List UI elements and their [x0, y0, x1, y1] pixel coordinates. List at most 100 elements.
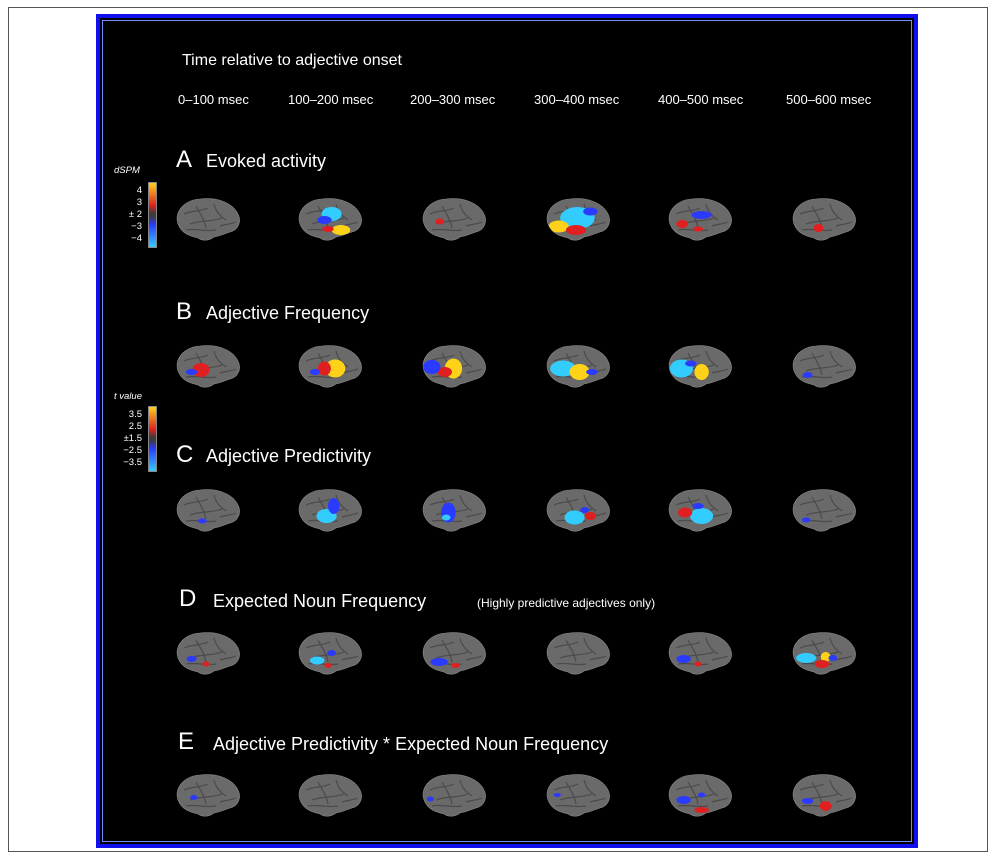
brain-sulcus — [195, 205, 207, 229]
brain-sulcus — [213, 637, 227, 655]
brain-sulcus — [307, 662, 339, 666]
brain-sulcus — [829, 637, 843, 655]
activation-blob — [190, 795, 198, 800]
brain-sulcus — [219, 512, 237, 518]
brain-surface — [298, 774, 362, 817]
activation-blob — [328, 498, 340, 514]
brain-sulcus — [195, 639, 207, 663]
brain-thumbnail — [546, 774, 610, 817]
brain-sulcus — [183, 498, 209, 506]
activation-blob — [426, 796, 434, 802]
dspm-colorbar — [148, 182, 157, 248]
brain-surface — [792, 198, 856, 241]
brain-sulcus — [835, 797, 853, 803]
brain-thumbnail — [176, 774, 240, 817]
brain-sulcus — [307, 804, 339, 808]
time-window-label: 200–300 msec — [410, 92, 496, 107]
brain-sulcus — [799, 783, 825, 791]
brain-sulcus — [811, 781, 823, 805]
brain-thumbnail — [298, 774, 362, 817]
brain-sulcus — [185, 804, 217, 808]
brain-sulcus — [317, 781, 329, 805]
activation-blob — [437, 367, 452, 377]
figure-header-title: Time relative to adjective onset — [182, 52, 402, 69]
row-letter-d: D — [179, 585, 197, 612]
row-title-adjective-predictivity: Adjective Predictivity — [206, 446, 372, 466]
brain-sulcus — [183, 354, 209, 362]
brain-sulcus — [459, 637, 473, 655]
brain-sulcus — [829, 494, 843, 512]
brain-thumbnail — [176, 345, 240, 388]
brain-sulcus — [553, 783, 579, 791]
brain-sulcus — [189, 217, 223, 225]
brain-sulcus — [219, 368, 237, 374]
brain-sulcus — [311, 793, 345, 801]
brain-thumbnail — [422, 198, 486, 241]
brain-sulcus — [799, 498, 825, 506]
brain-sulcus — [465, 368, 483, 374]
brain-sulcus — [799, 207, 825, 215]
dspm-tick: ± 2 — [128, 209, 142, 220]
brain-thumbnail — [546, 632, 610, 675]
activation-blob — [820, 652, 831, 662]
brain-sulcus — [183, 207, 209, 215]
activation-blob — [569, 364, 590, 380]
brain-sulcus — [213, 350, 227, 368]
activation-blob — [451, 663, 460, 668]
brain-surface — [546, 632, 610, 675]
row-title-expected-noun-frequency: Expected Noun Frequency — [213, 591, 427, 611]
activation-blob — [819, 801, 832, 811]
brain-sulcus — [441, 781, 453, 805]
brain-sulcus — [335, 494, 349, 512]
activation-blob — [692, 226, 704, 232]
activation-blob — [694, 807, 709, 813]
time-window-label: 100–200 msec — [288, 92, 374, 107]
brain-sulcus — [553, 498, 579, 506]
time-window-label: 500–600 msec — [786, 92, 872, 107]
brain-sulcus — [185, 662, 217, 666]
brain-thumbnail — [176, 198, 240, 241]
activation-blob — [586, 369, 598, 375]
brain-thumbnail — [298, 345, 362, 388]
figure-inner-border — [102, 20, 912, 842]
brain-sulcus — [341, 655, 359, 661]
brain-sulcus — [465, 512, 483, 518]
activation-blob — [198, 518, 207, 524]
activation-blob — [677, 507, 693, 518]
time-window-label: 300–400 msec — [534, 92, 620, 107]
activation-blob — [324, 663, 332, 668]
activation-blob — [310, 369, 321, 375]
t-value-colorbar — [148, 406, 157, 472]
row-title-adjective-frequency: Adjective Frequency — [206, 303, 370, 323]
brain-sulcus — [335, 637, 349, 655]
brain-sulcus — [805, 364, 839, 372]
row-letter-b: B — [176, 298, 193, 325]
activation-blob — [430, 658, 448, 666]
brain-surface — [422, 632, 486, 675]
activation-blob — [192, 363, 210, 377]
brain-sulcus — [341, 797, 359, 803]
activation-blob — [580, 507, 589, 513]
brain-sulcus — [565, 781, 577, 805]
brain-sulcus — [465, 221, 483, 227]
time-window-label: 400–500 msec — [658, 92, 744, 107]
brain-thumbnail — [792, 632, 856, 675]
brain-sulcus — [829, 779, 843, 797]
activation-blob — [441, 514, 451, 521]
activation-blob — [801, 517, 811, 523]
row-subtitle-expected-noun-frequency: (Highly predictive adjectives only) — [477, 596, 656, 610]
brain-sulcus — [431, 375, 463, 379]
row-letter-c: C — [176, 441, 194, 468]
brain-sulcus — [583, 494, 597, 512]
brain-sulcus — [711, 368, 729, 374]
brain-sulcus — [835, 368, 853, 374]
brain-sulcus — [805, 508, 839, 516]
brain-sulcus — [677, 804, 709, 808]
brain-sulcus — [555, 662, 587, 666]
brain-sulcus — [459, 494, 473, 512]
brain-sulcus — [553, 641, 579, 649]
brain-sulcus — [675, 207, 701, 215]
brain-sulcus — [677, 228, 709, 232]
brain-sulcus — [583, 637, 597, 655]
brain-thumbnail — [792, 489, 856, 532]
